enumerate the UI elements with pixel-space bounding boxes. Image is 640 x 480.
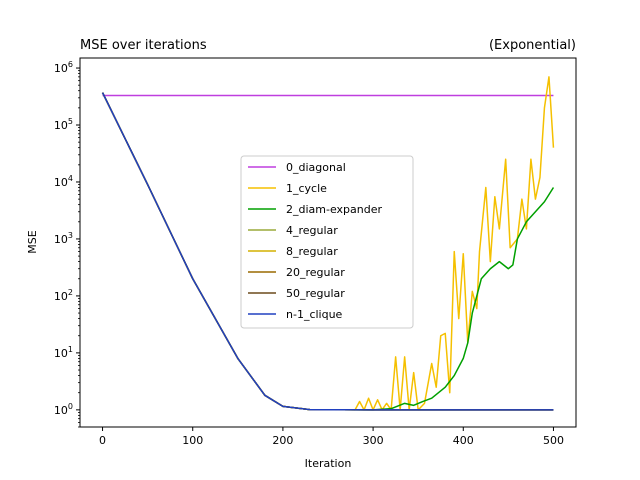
legend-label-4_regular: 4_regular xyxy=(286,224,338,237)
legend: 0_diagonal 1_cycle 2_diam-expander 4_regula… xyxy=(240,155,414,329)
legend-label-n-1_clique: n-1_clique xyxy=(286,308,343,321)
chart-title: MSE over iterations xyxy=(80,38,207,53)
x-axis: 0 100 200 300 400 500 xyxy=(99,427,564,447)
x-tick-label: 400 xyxy=(453,434,474,447)
y-axis: 100 101 102 103 104 105 106 xyxy=(54,60,80,428)
y-tick-label: 104 xyxy=(54,174,73,189)
y-tick-label: 106 xyxy=(54,60,73,75)
chart-title-right: (Exponential) xyxy=(489,38,576,53)
x-axis-label: Iteration xyxy=(305,457,352,470)
series-line-n-1_clique xyxy=(101,92,554,411)
x-tick-label: 200 xyxy=(272,434,293,447)
y-tick-label: 105 xyxy=(54,117,73,132)
legend-label-2_diam-expander: 2_diam-expander xyxy=(286,203,382,216)
plot-frame xyxy=(79,57,577,428)
series-layer xyxy=(101,76,555,411)
x-tick-label: 500 xyxy=(543,434,564,447)
plot-area xyxy=(79,57,577,428)
legend-label-1_cycle: 1_cycle xyxy=(286,182,327,195)
series-line-1_cycle xyxy=(101,76,555,411)
legend-label-0_diagonal: 0_diagonal xyxy=(286,161,346,174)
legend-box xyxy=(240,155,414,329)
x-tick-label: 0 xyxy=(99,434,106,447)
legend-label-8_regular: 8_regular xyxy=(286,245,338,258)
legend-label-20_regular: 20_regular xyxy=(286,266,345,279)
y-tick-label: 100 xyxy=(54,402,73,417)
y-axis-label: MSE xyxy=(26,230,39,253)
y-tick-label: 103 xyxy=(54,231,73,246)
x-tick-label: 100 xyxy=(182,434,203,447)
y-tick-label: 102 xyxy=(54,288,73,303)
y-tick-label: 101 xyxy=(54,345,73,360)
legend-label-50_regular: 50_regular xyxy=(286,287,345,300)
x-tick-label: 300 xyxy=(363,434,384,447)
